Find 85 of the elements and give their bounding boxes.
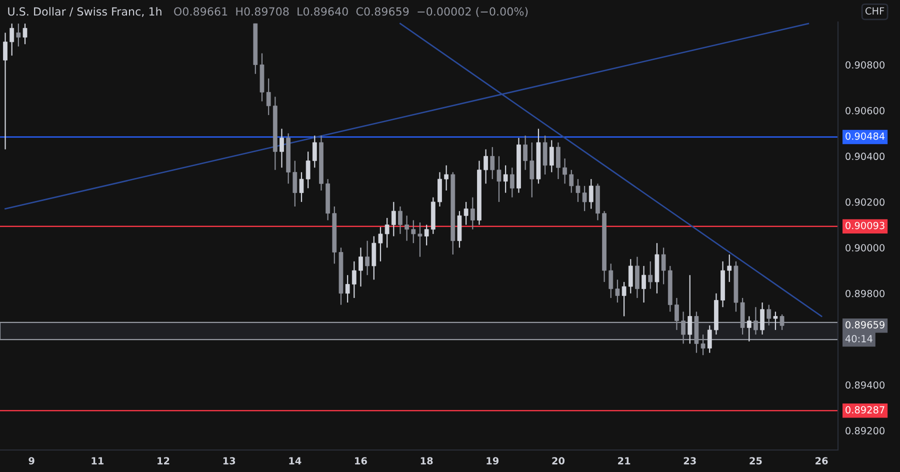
y-tick-label: 0.90200 xyxy=(846,198,885,206)
x-tick-label: 26 xyxy=(816,457,828,464)
candlestick xyxy=(490,146,495,180)
candlestick xyxy=(312,135,317,168)
candlestick xyxy=(266,78,271,116)
y-tick-label: 0.89400 xyxy=(846,381,885,389)
x-tick-label: 12 xyxy=(158,457,170,464)
candlestick xyxy=(378,226,383,262)
x-tick-label: 14 xyxy=(289,457,302,464)
candlestick xyxy=(391,201,396,237)
candlestick xyxy=(372,236,376,280)
candlestick xyxy=(588,178,594,210)
candlestick xyxy=(292,160,298,208)
text: CHF xyxy=(866,7,884,15)
candlestick xyxy=(510,167,514,198)
candlestick xyxy=(746,316,752,342)
candlestick xyxy=(404,215,410,242)
candlestick xyxy=(345,274,350,304)
candlestick xyxy=(773,311,778,331)
candlestick xyxy=(280,128,284,168)
x-tick-label: 16 xyxy=(355,457,367,464)
x-tick-label: 20 xyxy=(552,457,565,464)
ref-line-label: 0.90093 xyxy=(846,222,884,230)
candlestick xyxy=(642,265,646,304)
candlestick xyxy=(707,324,712,354)
y-tick-label: 0.90800 xyxy=(846,61,885,69)
x-tick-label: 19 xyxy=(486,457,499,464)
chart-subtitle: O0.89661 H0.89708 L0.89640 C0.89659 −0.00002 (−0.00%) xyxy=(174,7,528,17)
candlestick xyxy=(635,256,640,299)
candlestick xyxy=(628,258,633,294)
candlestick xyxy=(523,135,528,170)
candlestick xyxy=(444,164,449,192)
x-tick-label: 25 xyxy=(750,457,762,464)
y-tick-label: 0.90000 xyxy=(846,244,885,252)
candlestick xyxy=(549,140,554,173)
x-tick-label: 11 xyxy=(92,457,104,464)
candlestick xyxy=(688,274,692,344)
candlestick xyxy=(760,302,764,336)
candlestick xyxy=(10,23,14,56)
candlestick xyxy=(358,247,363,288)
candlestick xyxy=(608,263,614,299)
candlestick xyxy=(424,224,429,246)
candlestick xyxy=(306,151,310,189)
candlestick xyxy=(569,169,574,194)
y-tick-label: 0.90600 xyxy=(846,106,885,114)
band-label: 0.89659 xyxy=(846,321,884,328)
candlestick xyxy=(464,201,468,226)
candlestick xyxy=(398,206,402,234)
candlestick xyxy=(438,172,442,208)
ref-line-label: 0.90484 xyxy=(846,132,885,140)
candlestick xyxy=(661,247,666,285)
candlestick xyxy=(615,279,620,304)
candlestick xyxy=(3,32,8,150)
candlestick xyxy=(622,281,626,317)
candlestick xyxy=(648,260,653,290)
candlestick xyxy=(484,148,488,184)
x-tick-label: 21 xyxy=(618,457,630,464)
candlestick xyxy=(22,23,28,45)
x-tick-label: 13 xyxy=(223,457,236,464)
candlestick xyxy=(299,172,304,202)
candlestick xyxy=(530,142,534,198)
chart-title: U.S. Dollar / Swiss Franc, 1h xyxy=(8,7,162,17)
candlestick xyxy=(384,217,390,248)
x-tick-label: 18 xyxy=(420,457,433,464)
candlestick xyxy=(470,196,475,230)
candlestick xyxy=(582,185,587,212)
candlestick xyxy=(576,178,580,202)
x-tick-label: 23 xyxy=(684,457,696,464)
ref-line-label: 0.89287 xyxy=(846,406,884,414)
candlestick xyxy=(556,142,560,180)
candlestick xyxy=(727,254,732,283)
candlestick xyxy=(503,164,508,194)
candlestick xyxy=(418,222,422,258)
candlestick xyxy=(496,156,502,202)
y-tick-label: 0.89200 xyxy=(846,427,885,434)
text: 40:14 xyxy=(845,334,872,342)
candlestick xyxy=(352,260,356,299)
candlestick xyxy=(365,240,370,276)
y-tick-label: 0.90400 xyxy=(846,152,885,160)
candlestick xyxy=(542,135,548,176)
y-tick-label: 0.89800 xyxy=(846,290,885,298)
x-tick-label: 9 xyxy=(28,457,34,464)
candlestick xyxy=(562,158,567,184)
candlestick xyxy=(16,23,21,48)
candlestick xyxy=(411,220,416,244)
